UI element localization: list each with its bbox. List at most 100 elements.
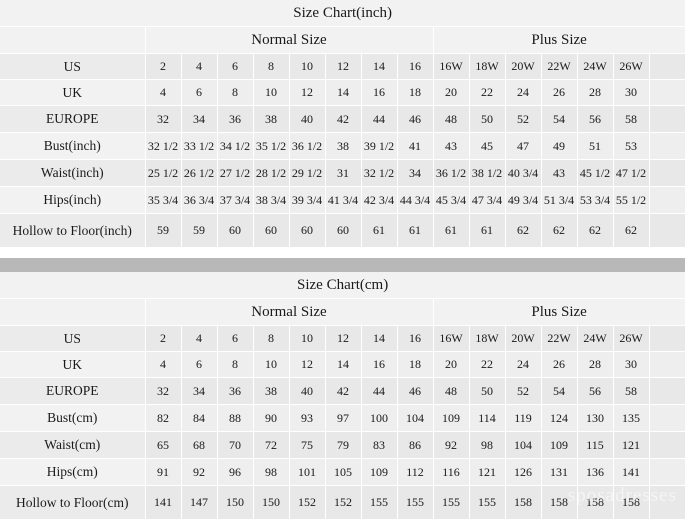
cell: 62 — [540, 213, 578, 248]
cm-group-header-normal: Normal Size — [144, 298, 434, 326]
cell: 150 — [252, 485, 290, 520]
cell: 34 1/2 — [216, 132, 254, 160]
table-row: EUROPE 32 34 36 38 40 42 44 46 48 50 52 … — [0, 105, 685, 133]
cell: 141 — [144, 485, 182, 520]
table-row: US 2 4 6 8 10 12 14 16 16W 18W 20W 22W 2… — [0, 325, 685, 352]
cell: 60 — [288, 213, 326, 248]
cell: 16W — [432, 325, 470, 352]
cell: 47 3/4 — [468, 186, 506, 214]
cell-pad — [648, 213, 685, 248]
cell: 83 — [360, 431, 398, 459]
cell: 44 3/4 — [396, 186, 434, 214]
cell: 14 — [324, 79, 362, 106]
cell: 43 — [432, 132, 470, 160]
table-row: Waist(inch) 25 1/2 26 1/2 27 1/2 28 1/2 … — [0, 159, 685, 187]
cell: 36 — [216, 377, 254, 405]
cell: 135 — [612, 404, 650, 432]
cell: 10 — [288, 53, 326, 80]
cell: 47 — [504, 132, 542, 160]
cell: 24 — [504, 79, 542, 106]
cell: 24W — [576, 53, 614, 80]
row-label-bust: Bust(inch) — [0, 132, 146, 160]
cell-pad — [648, 159, 685, 187]
cell: 12 — [288, 351, 326, 378]
cell: 24W — [576, 325, 614, 352]
cell-pad — [648, 186, 685, 214]
cell: 141 — [612, 458, 650, 486]
table-row: Waist(cm) 65 68 70 72 75 79 83 86 92 98 … — [0, 431, 685, 459]
size-chart-cm-table: Size Chart(cm) Normal Size Plus Size US … — [0, 272, 685, 520]
cell: 20W — [504, 325, 542, 352]
cell: 49 — [540, 132, 578, 160]
cell: 42 3/4 — [360, 186, 398, 214]
cell: 45 3/4 — [432, 186, 470, 214]
cell: 28 — [576, 79, 614, 106]
cell: 34 — [396, 159, 434, 187]
cell: 40 — [288, 377, 326, 405]
cell: 109 — [540, 431, 578, 459]
cell: 37 3/4 — [216, 186, 254, 214]
cell: 109 — [432, 404, 470, 432]
cell: 32 — [144, 377, 182, 405]
cell: 28 — [576, 351, 614, 378]
cell: 4 — [180, 325, 218, 352]
cell: 51 3/4 — [540, 186, 578, 214]
cell: 43 — [540, 159, 578, 187]
cell: 51 — [576, 132, 614, 160]
cell: 158 — [612, 485, 650, 520]
cell: 62 — [612, 213, 650, 248]
cell: 112 — [396, 458, 434, 486]
cell: 8 — [216, 351, 254, 378]
cell: 158 — [576, 485, 614, 520]
row-label-waist: Waist(inch) — [0, 159, 146, 187]
cell: 155 — [396, 485, 434, 520]
cell: 31 — [324, 159, 362, 187]
cell: 35 3/4 — [144, 186, 182, 214]
cell: 62 — [504, 213, 542, 248]
cell: 26 — [540, 79, 578, 106]
cell: 25 1/2 — [144, 159, 182, 187]
cell: 4 — [144, 351, 182, 378]
inch-chart-title: Size Chart(inch) — [0, 0, 685, 27]
cell-pad — [648, 325, 685, 352]
cell: 53 3/4 — [576, 186, 614, 214]
cell: 32 1/2 — [360, 159, 398, 187]
size-chart-cm-block: Size Chart(cm) Normal Size Plus Size US … — [0, 272, 685, 529]
cell: 28 1/2 — [252, 159, 290, 187]
cell: 121 — [612, 431, 650, 459]
cell: 34 — [180, 377, 218, 405]
cell: 49 3/4 — [504, 186, 542, 214]
cell: 36 3/4 — [180, 186, 218, 214]
cell: 42 — [324, 105, 362, 133]
cell: 98 — [468, 431, 506, 459]
cell: 36 1/2 — [288, 132, 326, 160]
cell: 16 — [360, 351, 398, 378]
cell: 39 1/2 — [360, 132, 398, 160]
cell: 131 — [540, 458, 578, 486]
row-label-hollow-to-floor: Hollow to Floor(cm) — [0, 485, 146, 520]
cm-group-header-row: Normal Size Plus Size — [0, 298, 685, 326]
cell: 6 — [180, 79, 218, 106]
cell: 96 — [216, 458, 254, 486]
table-row: Bust(cm) 82 84 88 90 93 97 100 104 109 1… — [0, 404, 685, 432]
cell: 52 — [504, 105, 542, 133]
cell: 12 — [324, 53, 362, 80]
cell: 53 — [612, 132, 650, 160]
cell: 18W — [468, 325, 506, 352]
cell: 60 — [252, 213, 290, 248]
cell: 61 — [432, 213, 470, 248]
cell: 18 — [396, 79, 434, 106]
cell: 70 — [216, 431, 254, 459]
table-row: UK 4 6 8 10 12 14 16 18 20 22 24 26 28 3… — [0, 79, 685, 106]
row-label-us: US — [0, 53, 146, 80]
cell: 8 — [252, 53, 290, 80]
cell: 54 — [540, 377, 578, 405]
cell: 33 1/2 — [180, 132, 218, 160]
cell: 12 — [324, 325, 362, 352]
cell: 4 — [180, 53, 218, 80]
cell: 79 — [324, 431, 362, 459]
cell: 75 — [288, 431, 326, 459]
row-label-europe: EUROPE — [0, 105, 146, 133]
table-row: Hips(inch) 35 3/4 36 3/4 37 3/4 38 3/4 3… — [0, 186, 685, 214]
